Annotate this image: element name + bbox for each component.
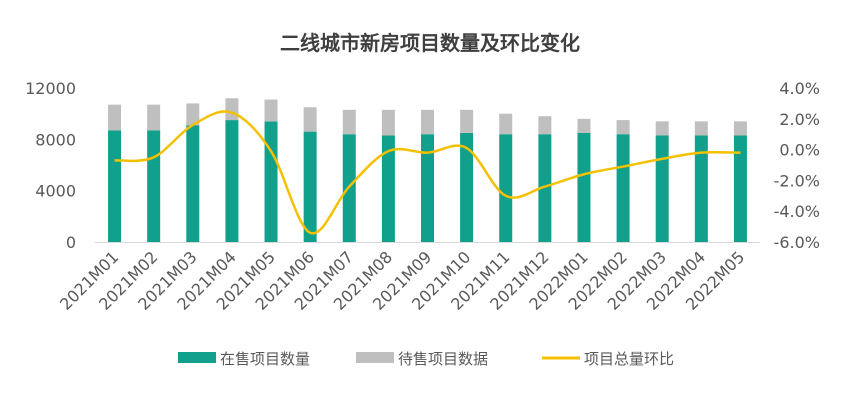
bar-on-sale bbox=[381, 135, 395, 242]
left-y-tick-label: 8000 bbox=[35, 130, 76, 149]
bar-on-sale bbox=[460, 132, 474, 242]
bar-pending-sale bbox=[577, 118, 591, 133]
right-y-tick-label: 4.0% bbox=[779, 79, 820, 98]
right-y-tick-label: -4.0% bbox=[774, 202, 820, 221]
bar-on-sale bbox=[655, 135, 669, 242]
left-y-tick-label: 12000 bbox=[25, 79, 76, 98]
bar-pending-sale bbox=[264, 99, 278, 122]
legend-label: 在售项目数量 bbox=[220, 350, 310, 368]
legend: 在售项目数量 待售项目数据 项目总量环比 bbox=[178, 350, 674, 368]
bar-pending-sale bbox=[655, 121, 669, 136]
bar-on-sale bbox=[186, 125, 200, 242]
bar-pending-sale bbox=[694, 121, 708, 136]
bar-on-sale bbox=[147, 130, 161, 242]
legend-swatch bbox=[178, 352, 216, 363]
right-y-tick-label: -2.0% bbox=[774, 171, 820, 190]
x-axis: 2021M012021M022021M032021M042021M052021M… bbox=[56, 242, 760, 314]
bar-on-sale bbox=[538, 134, 552, 242]
bar-pending-sale bbox=[225, 98, 239, 121]
bar-pending-sale bbox=[147, 104, 161, 131]
bar-pending-sale bbox=[303, 107, 317, 132]
bar-pending-sale bbox=[538, 116, 552, 135]
bar-on-sale bbox=[264, 121, 278, 242]
bar-pending-sale bbox=[733, 121, 747, 136]
bar-on-sale bbox=[421, 134, 434, 242]
bar-pending-sale bbox=[421, 109, 434, 135]
bar-pending-sale bbox=[108, 104, 122, 131]
chart-title: 二线城市新房项目数量及环比变化 bbox=[280, 31, 580, 55]
line-series-group bbox=[114, 110, 741, 235]
bar-on-sale bbox=[499, 134, 513, 242]
bar-on-sale bbox=[577, 132, 591, 242]
bar-pending-sale bbox=[342, 109, 356, 135]
right-y-tick-label: 0.0% bbox=[779, 141, 820, 160]
left-y-tick-label: 4000 bbox=[35, 182, 76, 201]
right-y-axis: -6.0% -4.0% -2.0% 0.0% 2.0% 4.0% bbox=[774, 79, 820, 252]
left-y-tick-label: 0 bbox=[66, 233, 76, 252]
left-y-axis: 0 4000 8000 12000 bbox=[25, 79, 76, 252]
right-y-tick-label: 2.0% bbox=[779, 110, 820, 129]
legend-label: 项目总量环比 bbox=[584, 350, 674, 368]
bar-on-sale bbox=[225, 120, 239, 242]
bar-on-sale bbox=[733, 135, 747, 242]
bar-on-sale bbox=[303, 131, 317, 242]
bar-pending-sale bbox=[186, 103, 200, 126]
bar-pending-sale bbox=[499, 113, 513, 135]
bar-pending-sale bbox=[616, 120, 630, 135]
bar-pending-sale bbox=[381, 109, 395, 136]
right-y-tick-label: -6.0% bbox=[774, 233, 820, 252]
legend-swatch bbox=[356, 352, 394, 363]
bar-on-sale bbox=[694, 135, 708, 242]
bar-pending-sale bbox=[460, 109, 474, 133]
legend-label: 待售项目数据 bbox=[398, 350, 488, 368]
bars-group bbox=[108, 98, 747, 242]
bar-on-sale bbox=[108, 130, 122, 242]
bar-on-sale bbox=[616, 134, 630, 242]
